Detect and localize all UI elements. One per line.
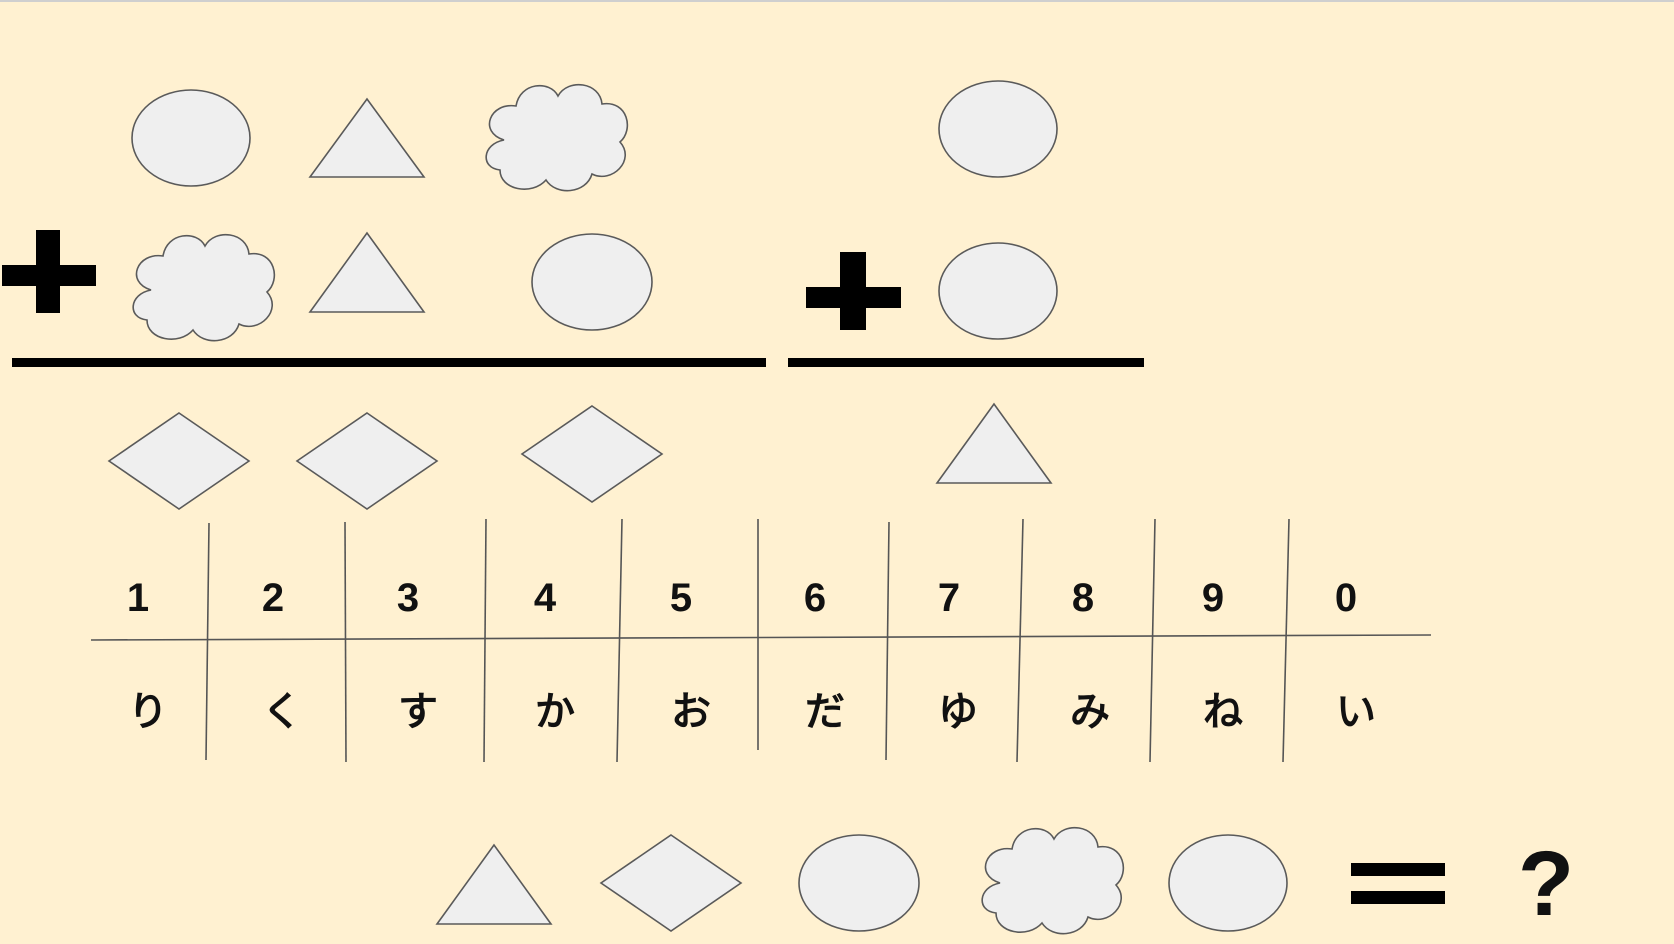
- triangle-shape: [308, 97, 426, 178]
- ellipse-shape: [1168, 834, 1288, 932]
- triangle-shape: [308, 231, 426, 313]
- ellipse-shape: [938, 80, 1058, 178]
- digit-cell: 0: [1335, 576, 1357, 620]
- kana-cell: だ: [805, 689, 845, 735]
- kana-cell: く: [262, 689, 302, 735]
- ellipse-shape: [131, 89, 251, 187]
- question-mark: ?: [1518, 833, 1574, 935]
- diamond-shape: [520, 405, 664, 503]
- eq1-sum: [107, 405, 664, 510]
- kana-cell: お: [671, 689, 711, 735]
- ellipse-shape: [531, 233, 653, 331]
- question-row: [435, 826, 1288, 935]
- plus-icon: [2, 230, 96, 313]
- cipher-table-grid: [90, 518, 1432, 763]
- digit-cell: 8: [1072, 576, 1094, 620]
- eq1-sum-bar: [12, 358, 766, 367]
- kana-cell: み: [1070, 689, 1110, 735]
- triangle-shape: [435, 843, 553, 925]
- cipher-kana-row: り く す か お だ ゆ み ね い: [128, 689, 1376, 735]
- cloud-shape: [485, 83, 629, 192]
- digit-cell: 4: [534, 576, 557, 620]
- digit-cell: 5: [670, 576, 692, 620]
- digit-cell: 9: [1202, 576, 1224, 620]
- cipher-digits-row: 1 2 3 4 5 6 7 8 9 0: [127, 576, 1357, 620]
- kana-cell: ゆ: [938, 689, 978, 735]
- kana-cell: い: [1336, 689, 1376, 735]
- digit-cell: 2: [262, 576, 284, 620]
- kana-cell: り: [128, 689, 168, 735]
- eq1-addend-top: [131, 83, 629, 192]
- cloud-shape: [981, 826, 1125, 935]
- eq2-sum-bar: [788, 358, 1144, 367]
- kana-cell: す: [398, 689, 438, 735]
- cloud-shape: [132, 233, 276, 342]
- table-divider: [90, 634, 1432, 641]
- kana-cell: ね: [1203, 689, 1243, 735]
- digit-cell: 1: [127, 576, 149, 620]
- diamond-shape: [295, 412, 439, 510]
- digit-cell: 7: [938, 576, 960, 620]
- digit-cell: 3: [397, 576, 419, 620]
- equals-icon: [1351, 863, 1445, 904]
- eq1-addend-bottom: [132, 231, 653, 342]
- diamond-shape: [107, 412, 251, 510]
- kana-cell: か: [535, 689, 575, 735]
- ellipse-shape: [798, 834, 920, 932]
- diamond-shape: [599, 834, 743, 932]
- top-border: [0, 0, 1674, 2]
- triangle-shape: [935, 402, 1053, 484]
- plus-icon: [806, 252, 901, 330]
- digit-cell: 6: [804, 576, 826, 620]
- ellipse-shape: [938, 242, 1058, 340]
